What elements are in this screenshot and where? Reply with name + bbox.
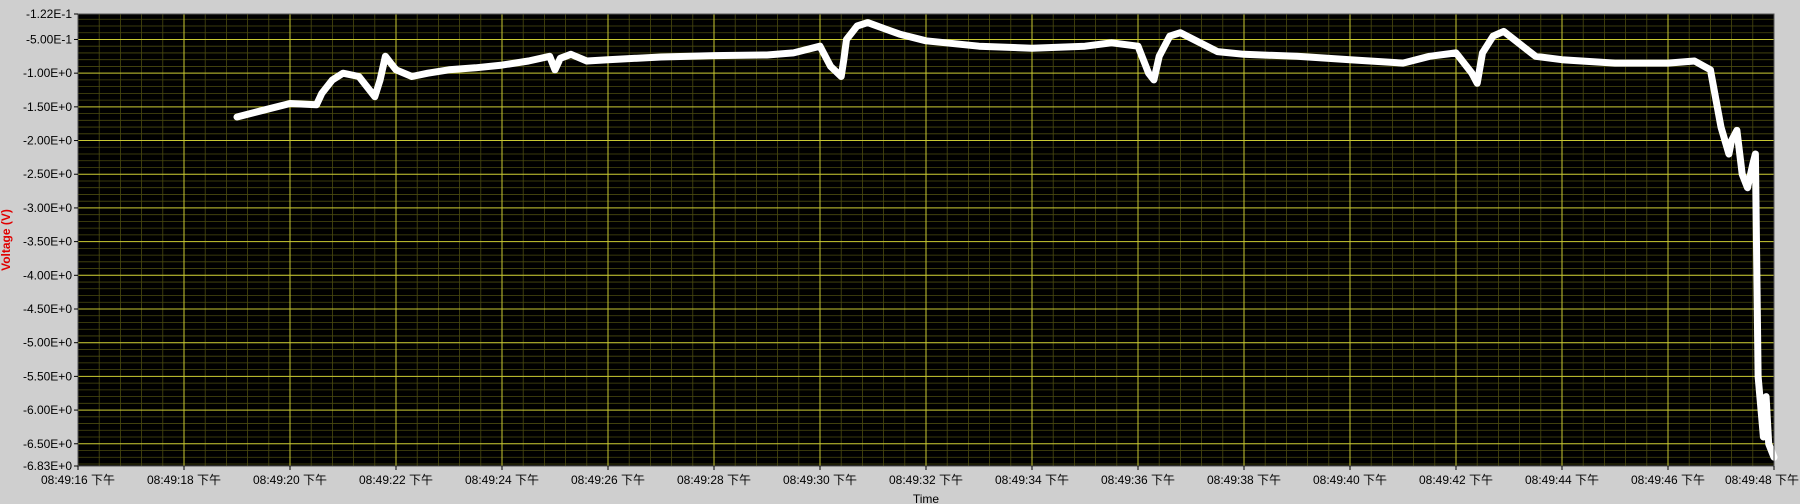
y-axis-label: Voltage (V) bbox=[0, 209, 13, 271]
y-tick-label: -6.83E+0 bbox=[23, 459, 72, 473]
x-tick-label: 08:49:22 下午 bbox=[359, 473, 433, 487]
x-tick-label: 08:49:48 下午 bbox=[1725, 473, 1799, 487]
y-tick-label: -1.00E+0 bbox=[23, 66, 72, 80]
y-tick-label: -1.22E-1 bbox=[26, 7, 72, 21]
y-tick-label: -6.50E+0 bbox=[23, 437, 72, 451]
y-tick-label: -1.50E+0 bbox=[23, 100, 72, 114]
x-axis: 08:49:16 下午 08:49:18 下午 08:49:20 下午 08:49:2… bbox=[41, 466, 1799, 487]
y-tick-label: -4.00E+0 bbox=[23, 268, 72, 282]
y-tick-label: -2.00E+0 bbox=[23, 134, 72, 148]
x-tick-label: 08:49:26 下午 bbox=[571, 473, 645, 487]
y-tick-label: -5.00E+0 bbox=[23, 336, 72, 350]
y-tick-label: -2.50E+0 bbox=[23, 167, 72, 181]
y-tick-label: -5.00E-1 bbox=[26, 32, 72, 46]
x-tick-label: 08:49:16 下午 bbox=[41, 473, 115, 487]
y-axis: -1.22E-1 -5.00E-1 -1.00E+0 -1.50E+0 -2.00E+0… bbox=[23, 7, 78, 473]
x-tick-label: 08:49:38 下午 bbox=[1207, 473, 1281, 487]
x-tick-label: 08:49:44 下午 bbox=[1525, 473, 1599, 487]
x-tick-label: 08:49:40 下午 bbox=[1313, 473, 1387, 487]
x-tick-label: 08:49:18 下午 bbox=[147, 473, 221, 487]
x-axis-label: Time bbox=[913, 492, 940, 504]
x-tick-label: 08:49:20 下午 bbox=[253, 473, 327, 487]
x-tick-label: 08:49:42 下午 bbox=[1419, 473, 1493, 487]
x-tick-label: 08:49:46 下午 bbox=[1631, 473, 1705, 487]
x-tick-label: 08:49:32 下午 bbox=[889, 473, 963, 487]
y-tick-label: -4.50E+0 bbox=[23, 302, 72, 316]
x-tick-label: 08:49:34 下午 bbox=[995, 473, 1069, 487]
x-tick-label: 08:49:30 下午 bbox=[783, 473, 857, 487]
x-tick-label: 08:49:24 下午 bbox=[465, 473, 539, 487]
y-tick-label: -6.00E+0 bbox=[23, 403, 72, 417]
x-tick-label: 08:49:36 下午 bbox=[1101, 473, 1175, 487]
y-tick-label: -5.50E+0 bbox=[23, 369, 72, 383]
y-tick-label: -3.50E+0 bbox=[23, 235, 72, 249]
x-tick-label: 08:49:28 下午 bbox=[677, 473, 751, 487]
y-tick-label: -3.00E+0 bbox=[23, 201, 72, 215]
